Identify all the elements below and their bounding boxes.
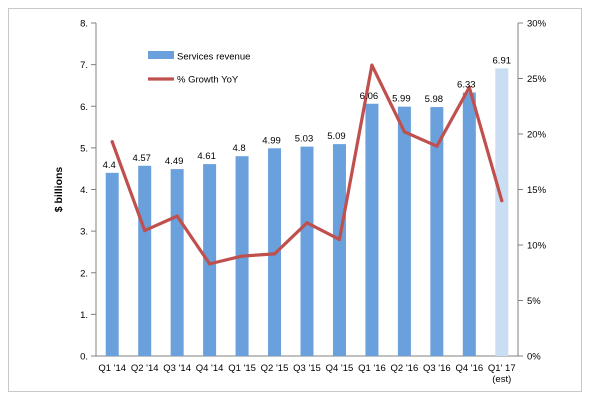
y2-tick-label: 0% [527, 352, 541, 363]
legend: Services revenue % Growth YoY [148, 51, 250, 86]
x-tick-label: Q1 '16 [358, 363, 386, 374]
bar [332, 144, 346, 356]
bar-value-label: 6.06 [360, 91, 379, 102]
bar-value-label: 4.8 [232, 143, 245, 154]
y2-tick-label: 5% [527, 296, 541, 307]
axes-group: 0. 1. 2. 3. 4. 5. 6. 7. 8. 0% 5% 10% 15% 20% 25% 30% $ b… [53, 19, 547, 386]
x-tick-label: Q4 '15 [326, 363, 354, 374]
legend-swatch-services [148, 51, 174, 59]
bars-group [105, 68, 509, 357]
y-tick-label: 6. [80, 102, 88, 113]
bar-value-label: 4.49 [165, 156, 184, 167]
growth-point [435, 144, 439, 148]
bar-value-label: 5.99 [392, 94, 411, 105]
x-tick-label: Q1 '15 [228, 363, 256, 374]
y2-tick-label: 25% [527, 74, 547, 85]
bar [495, 68, 509, 356]
x-tick-label: Q2 '16 [391, 363, 419, 374]
bar [203, 164, 217, 356]
y-tick-label: 8. [80, 19, 88, 30]
y2-tick-label: 10% [527, 241, 547, 252]
y2-tick-label: 15% [527, 185, 547, 196]
bar-value-label: 4.99 [262, 135, 281, 146]
growth-point [143, 228, 147, 233]
y-axis-title: $ billions [53, 167, 65, 213]
x-tick-label: Q1 '14 [98, 363, 126, 374]
bar-value-label: 4.4 [103, 160, 116, 171]
bar-value-label: 5.09 [327, 131, 346, 142]
y-tick-label: 5. [80, 143, 88, 154]
y2-tick-label: 30% [527, 19, 547, 30]
y-tick-label: 2. [80, 268, 88, 279]
bar-value-label: 4.61 [197, 151, 216, 162]
growth-point [467, 85, 471, 89]
growth-point [240, 254, 244, 258]
x-tick-label: Q2 '15 [261, 363, 289, 374]
growth-point [500, 199, 504, 203]
y2-tick-label: 20% [527, 130, 547, 141]
bar [397, 106, 411, 356]
y-tick-label: 0. [80, 352, 88, 363]
bar-value-label: 4.57 [132, 153, 151, 164]
y-tick-label: 7. [80, 60, 88, 71]
growth-point [305, 221, 309, 225]
legend-label: % Growth YoY [177, 75, 239, 86]
bar [105, 172, 119, 356]
y-tick-label: 4. [80, 185, 88, 196]
bar [170, 169, 184, 356]
growth-point [110, 140, 114, 144]
bar [462, 92, 476, 357]
growth-line-group [110, 63, 504, 266]
growth-point [208, 262, 212, 266]
y-tick-label: 3. [80, 227, 88, 238]
growth-point [337, 237, 342, 242]
bar-value-label: 6.91 [493, 55, 512, 66]
x-tick-label: Q1' 17 [488, 363, 516, 374]
growth-point [402, 130, 406, 134]
x-tick-label: Q3 '16 [423, 363, 451, 374]
y-tick-label: 1. [80, 310, 88, 321]
data-labels-group: 4.4 4.57 4.49 4.61 4.8 4.99 5.03 5.09 6.06 5.99 5.… [103, 55, 511, 170]
x-tick-label: Q4 '16 [455, 363, 483, 374]
bar [138, 165, 152, 356]
x-tick-label: Q3 '15 [293, 363, 321, 374]
bar-value-label: 5.03 [295, 134, 314, 145]
bar [365, 103, 379, 356]
x-tick-label: Q4 '14 [196, 363, 224, 374]
bar-value-label: 6.33 [457, 80, 476, 91]
legend-label: Services revenue [177, 52, 250, 63]
bar-value-label: 5.98 [425, 94, 444, 105]
growth-point [370, 63, 374, 67]
growth-point [272, 252, 277, 256]
chart-frame [8, 8, 582, 392]
growth-point [175, 214, 179, 218]
bar [430, 107, 444, 357]
x-tick-label: Q2 '14 [131, 363, 159, 374]
bar [300, 146, 314, 356]
x-tick-label: Q3 '14 [163, 363, 191, 374]
x-tick-label: (est) [492, 374, 511, 385]
